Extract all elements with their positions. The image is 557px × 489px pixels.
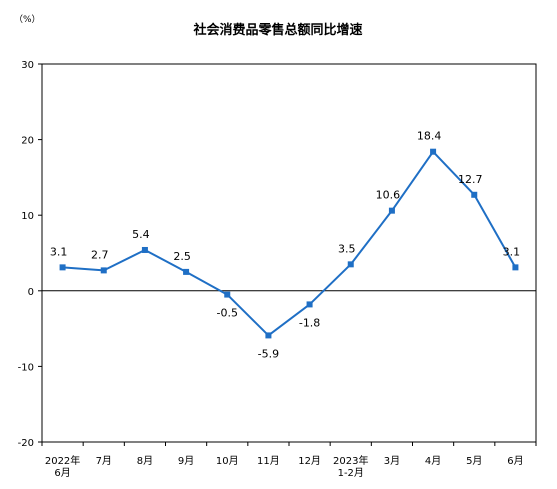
x-tick-label: 2022年	[45, 454, 80, 467]
data-label: 18.4	[417, 130, 442, 143]
y-tick-label: 10	[21, 211, 34, 222]
data-point	[183, 268, 190, 275]
y-tick-label: -20	[18, 438, 34, 449]
data-label: 3.5	[338, 242, 356, 255]
data-point	[430, 148, 437, 155]
data-point	[265, 332, 272, 339]
data-point	[59, 264, 66, 271]
data-label: 2.7	[91, 248, 109, 261]
data-label: 12.7	[458, 173, 483, 186]
x-tick-label: 6月	[54, 467, 70, 479]
series-line	[62, 150, 517, 337]
data-label: -1.8	[299, 316, 320, 329]
x-tick-label: 4月	[425, 455, 441, 467]
data-label: 3.1	[50, 245, 68, 258]
x-tick-label: 12月	[298, 455, 321, 467]
x-tick-label: 6月	[507, 455, 523, 467]
x-tick-label: 10月	[216, 455, 239, 467]
x-tick-label: 8月	[137, 455, 153, 467]
x-tick-label: 3月	[384, 455, 400, 467]
data-label: 3.1	[503, 245, 521, 258]
data-label: 10.6	[376, 189, 401, 202]
chart-title: 社会消费品零售总额同比增速	[192, 22, 362, 38]
series-group	[59, 148, 519, 339]
data-point	[306, 301, 313, 308]
y-tick-label: 0	[28, 287, 34, 298]
y-tick-label: -10	[18, 362, 34, 373]
data-point	[224, 291, 231, 298]
data-labels-group: 3.1 2.7 5.4 2.5 -0.5 -5.9 -1.8 3.5 10.6 18.4 12.7 3…	[50, 130, 520, 361]
x-tick-label: 5月	[466, 455, 482, 467]
plot-area	[41, 63, 537, 443]
data-point	[100, 267, 107, 274]
data-point	[347, 261, 354, 268]
y-tick-label: 30	[21, 60, 34, 71]
y-tick-label: 20	[21, 136, 34, 147]
x-tick-label: 7月	[96, 455, 112, 467]
data-label: 5.4	[132, 228, 150, 241]
data-label: -0.5	[217, 307, 238, 320]
x-tick-label: 9月	[178, 455, 194, 467]
data-label: -5.9	[258, 347, 279, 360]
x-tick-label: 1-2月	[338, 467, 364, 479]
data-point	[512, 264, 519, 271]
data-point	[471, 191, 478, 198]
data-label: 2.5	[173, 250, 191, 263]
x-tick-label: 11月	[257, 455, 280, 467]
data-point	[141, 246, 148, 253]
data-point	[388, 207, 395, 214]
y-unit-label: （%）	[14, 14, 41, 25]
y-axis: 30 20 10 0 -10 -20	[18, 60, 536, 449]
x-tick-label: 2023年	[333, 454, 368, 467]
